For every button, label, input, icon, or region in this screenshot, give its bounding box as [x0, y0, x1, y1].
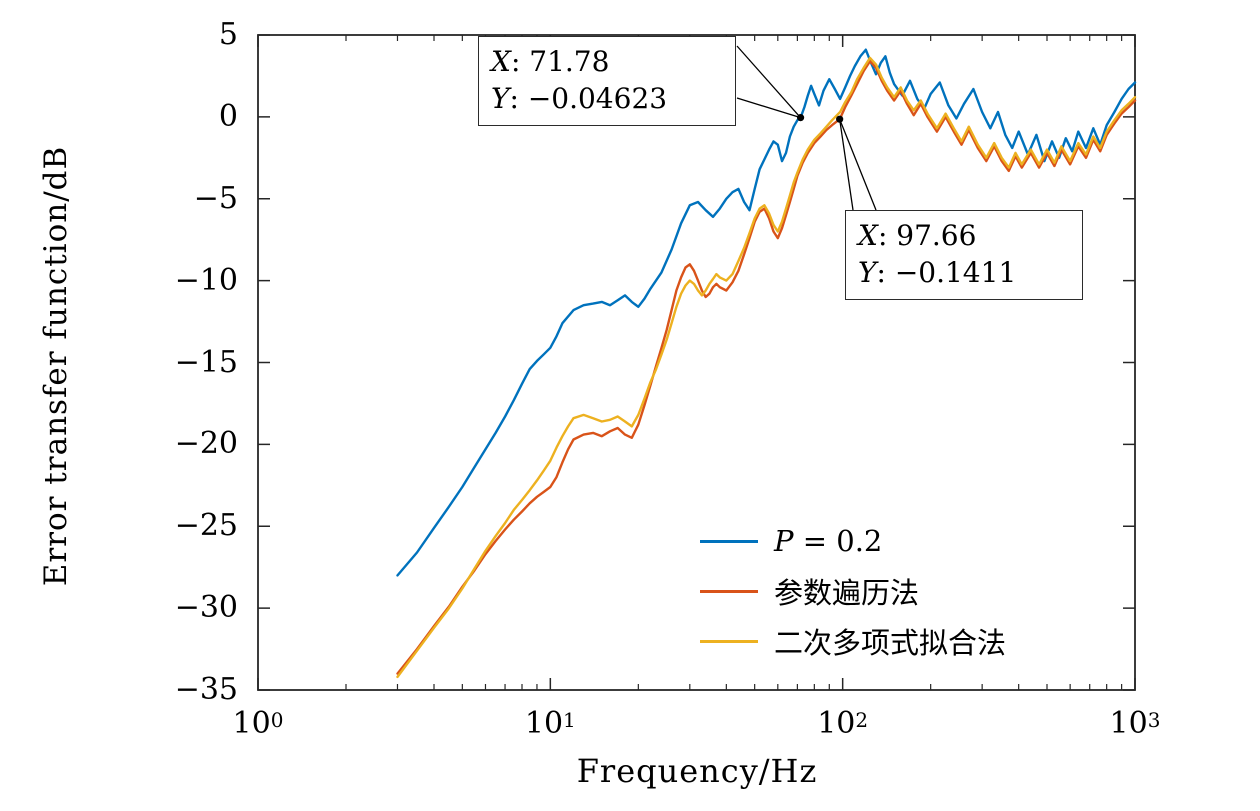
- legend-line-sample: [700, 639, 758, 643]
- legend: P = 0.2 参数遍历法二次多项式拟合法: [700, 516, 1006, 666]
- datatip-marker: [796, 114, 805, 122]
- x-tick-label: 101: [524, 706, 576, 741]
- y-tick-label: −20: [174, 426, 238, 462]
- y-axis-label: Error transfer function/dB: [38, 145, 74, 587]
- datatip-marker: [836, 115, 844, 123]
- x-tick-label: 103: [1109, 706, 1161, 741]
- legend-label: 二次多项式拟合法: [774, 626, 1007, 660]
- x-axis-label: Frequency/Hz: [576, 752, 818, 790]
- series-line: [396, 48, 1137, 577]
- datatip-leader: [736, 97, 801, 119]
- datatip-1-x: X: 71.78: [491, 45, 610, 78]
- legend-item: P = 0.2: [700, 516, 1006, 566]
- y-tick-label: −30: [174, 590, 238, 626]
- series-line: [396, 60, 1137, 675]
- datatip-leader: [736, 45, 802, 119]
- y-tick-label: 0: [218, 98, 238, 134]
- datatip-2-y: Y: −0.1411: [858, 256, 1017, 289]
- datatip-1-y: Y: −0.04623: [491, 82, 668, 115]
- y-tick-label: −5: [193, 180, 238, 216]
- x-tick-label: 102: [817, 706, 869, 741]
- datatip-2: X: 97.66 Y: −0.1411: [845, 210, 1083, 300]
- datatip-1: X: 71.78 Y: −0.04623: [478, 36, 736, 126]
- series-line: [396, 56, 1137, 679]
- x-tick-label: 100: [232, 706, 284, 741]
- datatip-leader: [839, 118, 877, 211]
- legend-item: 二次多项式拟合法: [700, 616, 1006, 666]
- legend-label: 参数遍历法: [774, 576, 920, 610]
- y-tick-label: −25: [174, 508, 238, 544]
- legend-item: 参数遍历法: [700, 566, 1006, 616]
- legend-line-sample: [700, 539, 758, 543]
- legend-line-sample: [700, 589, 758, 593]
- legend-label: P = 0.2: [774, 524, 883, 558]
- y-tick-label: −10: [174, 262, 238, 298]
- y-tick-label: −15: [174, 344, 238, 380]
- y-tick-label: −35: [174, 672, 238, 707]
- y-tick-label: 5: [218, 17, 238, 52]
- datatip-leader: [839, 119, 854, 211]
- datatip-2-x: X: 97.66: [858, 219, 977, 252]
